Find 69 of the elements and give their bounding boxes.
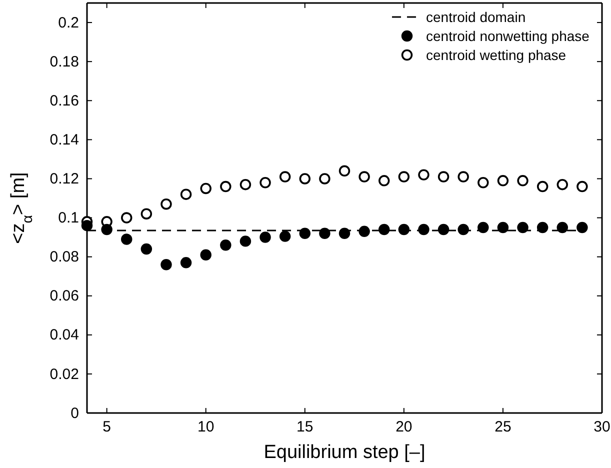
x-tick-label: 15 xyxy=(296,418,314,436)
x-tick-label: 5 xyxy=(102,418,111,436)
x-tick-label: 10 xyxy=(198,418,214,436)
point xyxy=(438,224,450,236)
point xyxy=(458,224,469,236)
point xyxy=(398,224,410,236)
point xyxy=(478,222,489,234)
point xyxy=(240,236,252,247)
point xyxy=(378,175,390,186)
point xyxy=(517,222,528,234)
point xyxy=(517,175,528,186)
point xyxy=(240,178,252,190)
point xyxy=(497,175,509,186)
y-tick-label: 0 xyxy=(70,404,79,422)
y-tick-label: 0.02 xyxy=(50,366,79,383)
point xyxy=(458,171,469,182)
point xyxy=(120,234,132,245)
y-tick-label: 0.06 xyxy=(50,288,79,305)
point xyxy=(398,171,410,182)
legend-label: centroid domain xyxy=(426,9,526,25)
point xyxy=(478,177,489,188)
point xyxy=(180,188,192,200)
point xyxy=(220,180,232,192)
point xyxy=(200,182,212,194)
point xyxy=(556,222,568,234)
point xyxy=(140,208,152,220)
point xyxy=(556,178,568,190)
point xyxy=(358,171,370,182)
x-tick-label: 25 xyxy=(494,418,512,436)
point xyxy=(378,224,390,236)
point xyxy=(140,243,152,255)
point xyxy=(418,169,430,180)
point xyxy=(418,224,430,236)
point xyxy=(260,232,271,243)
point xyxy=(319,173,330,184)
point xyxy=(279,171,291,182)
point xyxy=(319,228,330,239)
y-tick-label: 0.1 xyxy=(58,210,79,227)
legend-label: centroid nonwetting phase xyxy=(426,28,590,44)
x-axis-title: Equilibrium step [–] xyxy=(264,442,426,463)
point xyxy=(338,165,350,177)
point xyxy=(200,249,212,260)
y-tick-label: 0.18 xyxy=(50,53,79,70)
point xyxy=(160,259,172,270)
point xyxy=(497,222,509,234)
y-tick-label: 0.12 xyxy=(50,170,79,188)
point xyxy=(536,180,548,192)
point xyxy=(338,228,350,239)
point xyxy=(299,228,311,239)
point xyxy=(438,171,450,182)
point xyxy=(279,230,291,242)
y-tick-label: 0.04 xyxy=(50,326,79,344)
legend-label: centroid wetting phase xyxy=(426,47,566,63)
point xyxy=(120,212,132,224)
point xyxy=(576,180,588,192)
point xyxy=(299,173,311,184)
y-tick-label: 0.2 xyxy=(58,14,79,32)
y-tick-label: 0.08 xyxy=(50,248,79,266)
point xyxy=(160,198,172,210)
point xyxy=(180,257,192,268)
point xyxy=(358,226,370,238)
y-tick-label: 0.14 xyxy=(50,131,79,148)
point xyxy=(81,220,93,232)
point xyxy=(576,222,588,234)
y-tick-label: 0.16 xyxy=(50,92,79,110)
x-tick-label: 30 xyxy=(594,418,610,436)
point xyxy=(220,239,232,251)
point xyxy=(260,177,271,188)
x-tick-label: 20 xyxy=(396,418,412,436)
